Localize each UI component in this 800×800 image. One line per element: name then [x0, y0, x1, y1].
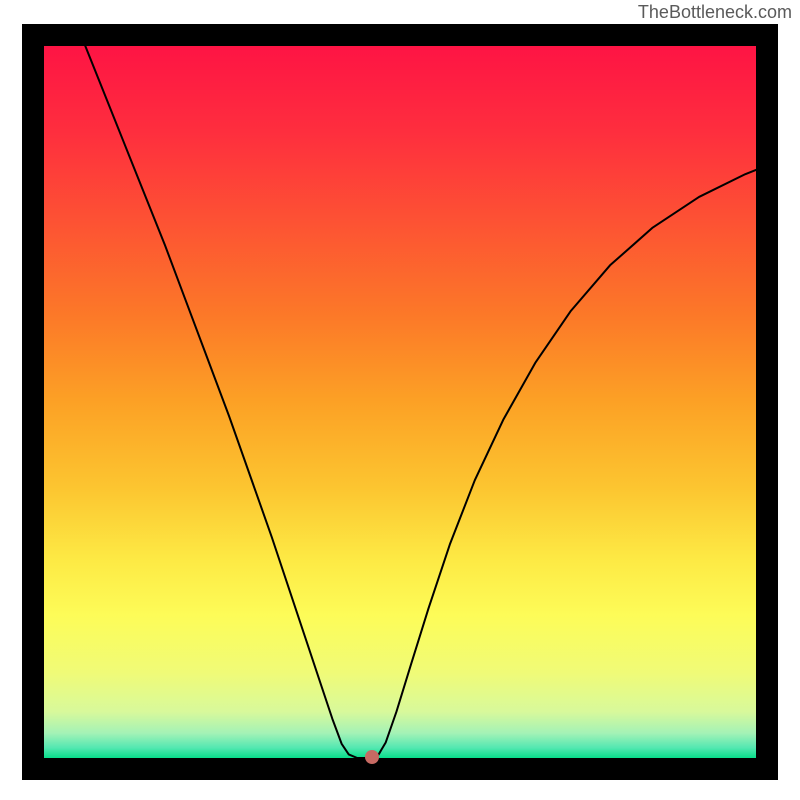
optimal-point-marker [365, 750, 379, 764]
plot-area [44, 46, 756, 758]
bottleneck-curve [44, 46, 756, 758]
watermark-text: TheBottleneck.com [638, 2, 792, 23]
curve-path [85, 46, 756, 758]
chart-container: TheBottleneck.com [0, 0, 800, 800]
